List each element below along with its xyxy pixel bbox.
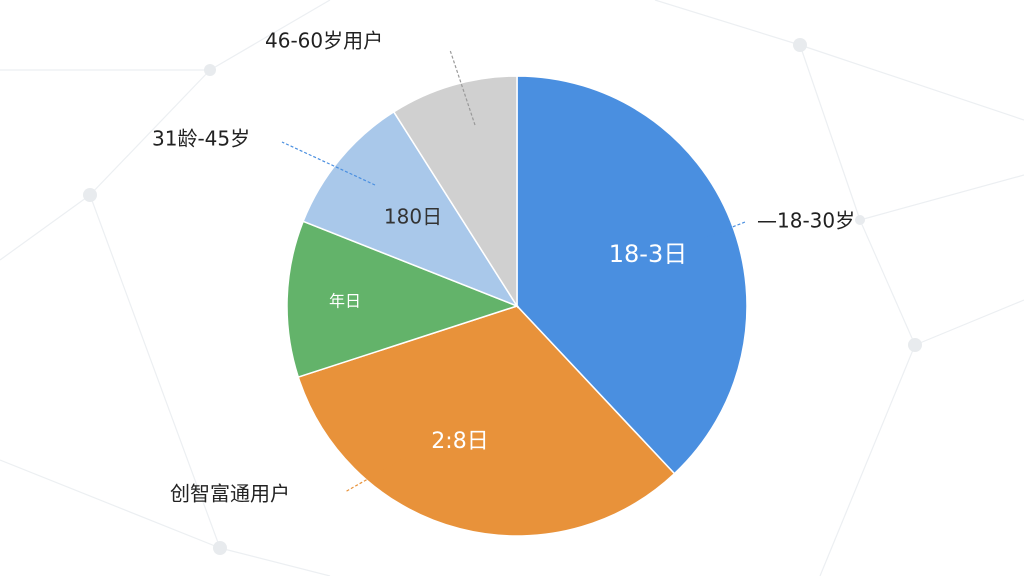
- category-label: —18-30岁: [757, 209, 855, 233]
- pie-slice: [286, 220, 520, 379]
- category-label: 创智富通用户: [170, 482, 290, 506]
- leader-line: [281, 141, 376, 186]
- pie-slice: [297, 305, 676, 537]
- pie-slice: [392, 75, 518, 309]
- category-label: 31龄-45岁: [152, 127, 250, 151]
- pie-slice: [302, 110, 519, 308]
- slice-label: 年日: [329, 292, 361, 311]
- leader-line: [449, 49, 476, 126]
- slice-label: 18-3日: [609, 240, 687, 268]
- leader-line: [704, 221, 746, 239]
- leader-line: [344, 454, 411, 493]
- slice-label: 180日: [384, 205, 442, 229]
- pie-slice: [516, 75, 748, 475]
- slice-label: 2:8日: [431, 429, 488, 454]
- category-label: 46-60岁用户: [265, 29, 383, 53]
